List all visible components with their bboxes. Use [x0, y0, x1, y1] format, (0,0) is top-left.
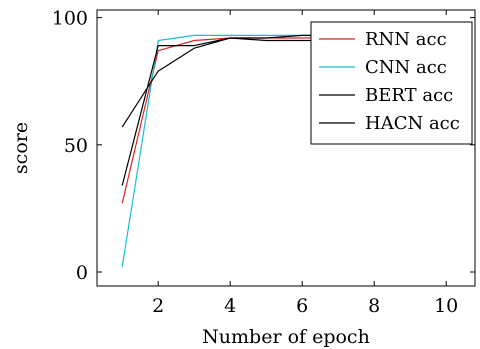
plot-frame — [96, 9, 476, 287]
series-lines — [121, 34, 339, 267]
series-line-1 — [121, 34, 339, 267]
x-tick-label: 2 — [152, 295, 164, 317]
series-line-3 — [121, 37, 339, 128]
x-tick-label: 4 — [224, 295, 236, 317]
x-tick-label: 10 — [434, 295, 458, 317]
y-tick-label: 0 — [76, 262, 88, 284]
legend-entry: RNN acc — [365, 29, 447, 50]
y-tick-label: 50 — [64, 135, 88, 157]
legend: RNN acc CNN acc BERT acc HACN acc — [310, 21, 473, 145]
x-tick-label: 6 — [296, 295, 308, 317]
x-axis-label: Number of epoch — [202, 326, 370, 348]
x-tick-label: 8 — [368, 295, 380, 317]
legend-entry: CNN acc — [365, 57, 447, 78]
y-tick-label: 100 — [52, 8, 88, 30]
legend-box — [310, 21, 473, 145]
y-axis-label: score — [10, 122, 32, 174]
legend-entry: BERT acc — [365, 85, 453, 106]
legend-entry: HACN acc — [365, 113, 460, 134]
series-line-2 — [121, 34, 339, 186]
